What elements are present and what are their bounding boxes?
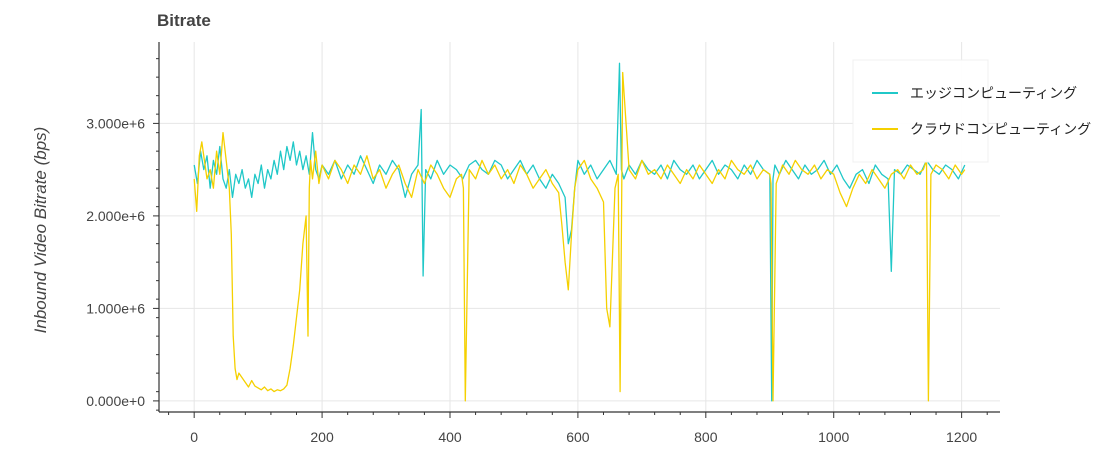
x-tick-label-0: 0 (190, 429, 198, 445)
y-tick-label-2: 2.000e+6 (86, 208, 145, 224)
series-line-1 (193, 71, 966, 402)
chart-title: Bitrate (157, 11, 211, 30)
series-line-0 (193, 62, 966, 402)
legend-box (852, 59, 989, 163)
y-tick-label-3: 3.000e+6 (86, 115, 145, 131)
x-tick-label-2: 400 (438, 429, 462, 445)
x-tick-label-5: 1000 (818, 429, 849, 445)
y-axis-label: Inbound Video Bitrate (bps) (31, 127, 50, 334)
legend-label-cloud: クラウドコンピューティング (910, 122, 1091, 138)
x-tick-label-1: 200 (310, 429, 334, 445)
x-tick-label-6: 1200 (946, 429, 977, 445)
axes: 0 200 400 600 800 1000 1200 0.000e+0 1.000e+6 2.0… (86, 42, 1000, 445)
y-tick-label-1: 1.000e+6 (86, 300, 145, 316)
legend-label-edge: エッジコンピューティング (910, 86, 1077, 102)
legend[interactable]: エッジコンピューティング クラウドコンピューティング (852, 59, 1091, 163)
x-tick-label-4: 800 (694, 429, 718, 445)
grid-lines (159, 42, 1000, 412)
y-tick-label-0: 0.000e+0 (86, 393, 145, 409)
x-tick-label-3: 600 (566, 429, 590, 445)
series-layer (193, 62, 966, 402)
